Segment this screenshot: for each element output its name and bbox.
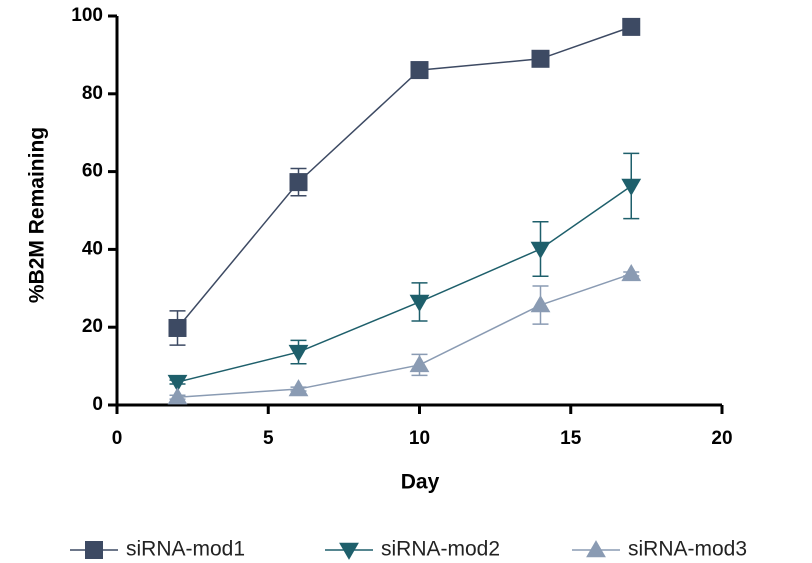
data-point: [622, 17, 641, 36]
legend-label: siRNA-mod2: [381, 538, 500, 561]
y-tick-label: 0: [92, 394, 103, 415]
data-point: [531, 49, 550, 68]
legend-marker: [586, 540, 606, 558]
data-point: [409, 294, 430, 312]
legend-label: siRNA-mod1: [126, 538, 245, 561]
y-tick-label: 20: [82, 316, 103, 337]
x-tick-label: 5: [263, 428, 274, 449]
data-point: [167, 374, 188, 392]
data-point: [288, 379, 309, 397]
data-point: [167, 387, 188, 405]
data-point: [621, 178, 642, 196]
x-tick-label: 20: [711, 428, 732, 449]
legend-label: siRNA-mod3: [628, 538, 747, 561]
y-tick-label: 100: [71, 5, 103, 26]
series-line: [176, 26, 632, 329]
data-point: [621, 264, 642, 282]
x-tick-label: 10: [409, 428, 430, 449]
data-point: [289, 173, 308, 192]
series-line: [177, 273, 632, 398]
x-axis-title: Day: [401, 471, 440, 494]
series-line: [177, 185, 632, 383]
data-point: [409, 355, 430, 373]
x-tick-label: 15: [560, 428, 582, 449]
data-point: [530, 295, 551, 313]
x-tick-label: 0: [112, 428, 123, 449]
legend-marker: [85, 541, 103, 559]
y-tick-label: 80: [82, 83, 103, 104]
data-point: [530, 241, 551, 259]
y-tick-label: 60: [82, 161, 103, 182]
data-point: [288, 344, 309, 362]
legend-marker: [339, 542, 359, 560]
y-axis-title: %B2M Remaining: [26, 127, 49, 303]
y-tick-label: 40: [82, 238, 103, 259]
data-point: [168, 318, 187, 337]
data-point: [410, 61, 429, 80]
